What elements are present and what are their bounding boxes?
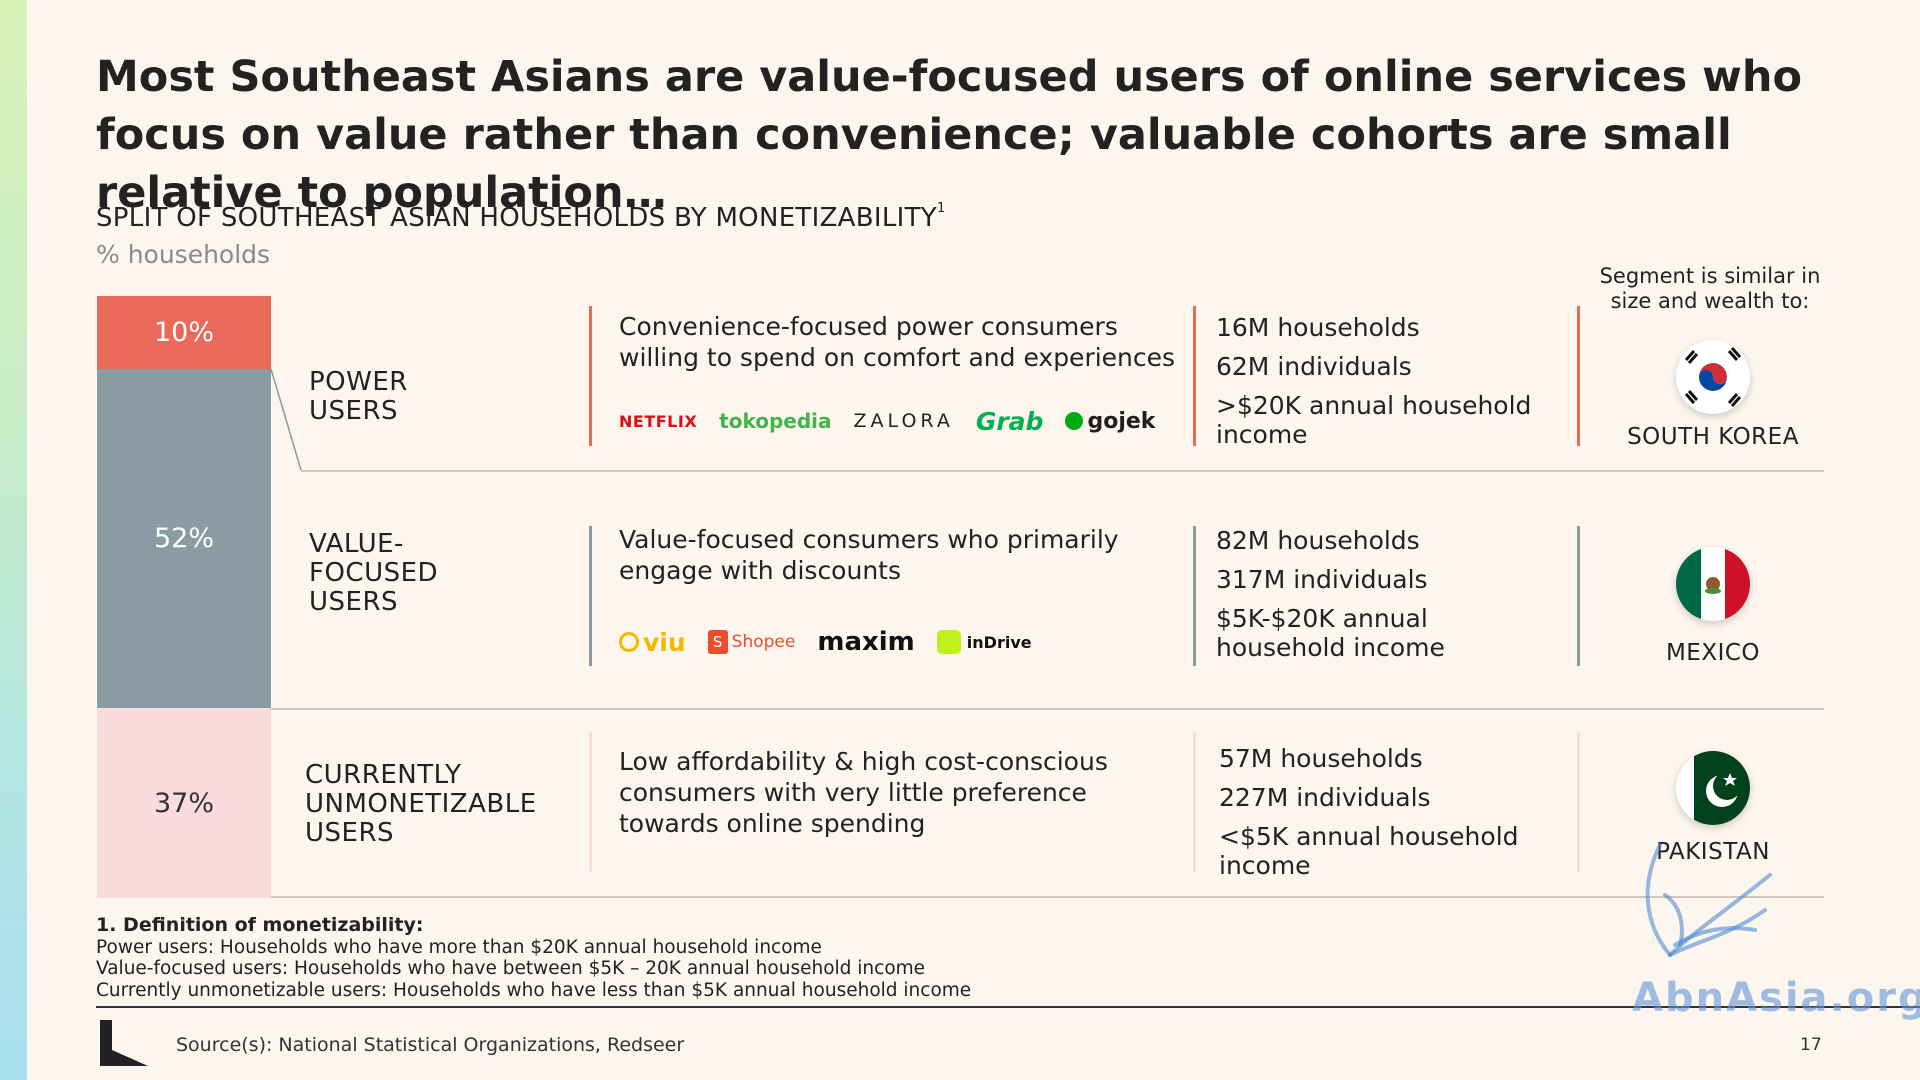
segment-label-power: POWER USERS xyxy=(309,368,408,426)
stat-individuals: 317M individuals xyxy=(1216,565,1428,594)
segment-label-line: VALUE- xyxy=(309,529,404,559)
segment-label-value: VALUE- FOCUSED USERS xyxy=(309,530,438,617)
divider-value-2 xyxy=(1193,526,1196,666)
similar-country-header: Segment is similar in size and wealth to… xyxy=(1599,264,1821,313)
netflix-logo: NETFLIX xyxy=(619,411,698,431)
footnote-heading: 1. Definition of monetizability: xyxy=(96,914,424,936)
divider-value-3 xyxy=(1577,526,1580,666)
segment-label-line: POWER xyxy=(309,367,408,397)
bar-label-value: 52% xyxy=(153,523,214,554)
footer-divider xyxy=(96,1006,1920,1008)
segment-label-unmonetizable: CURRENTLY UNMONETIZABLE USERS xyxy=(305,761,537,848)
south-korea-flag-icon xyxy=(1676,340,1750,414)
bar-connector-line xyxy=(270,368,302,471)
stats-value: 82M households 317M individuals $5K-$20K… xyxy=(1216,526,1536,672)
bar-segment-power: 10% xyxy=(97,296,271,369)
tokopedia-logo: tokopedia xyxy=(719,409,832,433)
logos-power: NETFLIX tokopedia ZALORA Grab gojek xyxy=(619,404,1177,438)
description-unmonetizable: Low affordability & high cost-conscious … xyxy=(619,747,1108,838)
viu-logo: viu xyxy=(619,628,686,657)
viu-play-icon xyxy=(619,632,639,652)
source-text: Source(s): National Statistical Organiza… xyxy=(176,1034,685,1056)
stat-households: 82M households xyxy=(1216,526,1420,555)
redseer-logo-icon xyxy=(100,1020,148,1066)
bar-label-power: 10% xyxy=(153,317,214,348)
footnote-line: Currently unmonetizable users: Household… xyxy=(96,979,972,1001)
shopee-logo: S Shopee xyxy=(707,630,796,654)
chart-subtitle: SPLIT OF SOUTHEAST ASIAN HOUSEHOLDS BY M… xyxy=(96,201,946,233)
chart-subtitle-text: SPLIT OF SOUTHEAST ASIAN HOUSEHOLDS BY M… xyxy=(96,203,937,233)
stats-power: 16M households 62M individuals >$20K ann… xyxy=(1216,313,1536,459)
watermark-bird-icon xyxy=(1645,843,1772,957)
gojek-icon xyxy=(1065,412,1084,430)
watermark-text: AbnAsia.org xyxy=(1632,975,1920,1021)
maxim-logo: maxim xyxy=(817,627,915,657)
indrive-icon xyxy=(936,630,961,654)
stat-households: 16M households xyxy=(1216,313,1420,342)
row-divider-3 xyxy=(271,896,1824,898)
description-power: Convenience-focused power consumers will… xyxy=(619,312,1176,372)
viu-logo-text: viu xyxy=(643,627,686,657)
shopee-logo-text: Shopee xyxy=(731,632,796,652)
shopee-bag-icon: S xyxy=(707,630,728,654)
divider-unmon-1 xyxy=(589,732,592,872)
logos-value: viu S Shopee maxim inDrive xyxy=(619,625,1054,659)
stat-income: >$20K annual household income xyxy=(1216,391,1532,449)
stat-individuals: 227M individuals xyxy=(1219,783,1431,812)
bar-segment-unmonetizable: 37% xyxy=(97,708,271,898)
unit-label: % households xyxy=(96,240,271,269)
row-divider-2 xyxy=(271,708,1824,710)
stat-income: $5K-$20K annual household income xyxy=(1216,604,1445,662)
gojek-logo: gojek xyxy=(1065,409,1155,434)
zalora-logo: ZALORA xyxy=(853,410,954,432)
footnote-marker: 1 xyxy=(937,201,946,216)
country-pakistan: PAKISTAN xyxy=(1656,839,1770,865)
country-mexico: MEXICO xyxy=(1665,640,1761,666)
segment-label-line: USERS xyxy=(309,587,399,617)
segment-label-line: FOCUSED xyxy=(309,558,439,588)
page-title: Most Southeast Asians are value-focused … xyxy=(96,52,1803,218)
divider-power-2 xyxy=(1193,306,1196,446)
bar-segment-value: 52% xyxy=(97,369,271,708)
row-divider-1 xyxy=(301,470,1824,472)
gojek-logo-text: gojek xyxy=(1087,408,1156,434)
segment-label-line: CURRENTLY xyxy=(305,760,462,790)
divider-power-1 xyxy=(589,306,592,446)
stats-unmonetizable: 57M households 227M individuals <$5K ann… xyxy=(1219,744,1539,890)
indrive-logo-text: inDrive xyxy=(966,632,1032,652)
country-south-korea: SOUTH KOREA xyxy=(1627,424,1799,450)
footnote-line: Value-focused users: Households who have… xyxy=(96,958,926,979)
segment-label-line: USERS xyxy=(309,396,399,426)
segment-label-line: UNMONETIZABLE xyxy=(305,789,537,819)
indrive-logo: inDrive xyxy=(936,630,1032,654)
stat-income: <$5K annual household income xyxy=(1219,822,1519,880)
footnote-line: Power users: Households who have more th… xyxy=(96,936,822,958)
segment-label-line: USERS xyxy=(305,818,395,848)
description-value: Value-focused consumers who primarily en… xyxy=(619,525,1119,585)
left-gradient-strip xyxy=(0,0,27,1080)
stat-households: 57M households xyxy=(1219,744,1423,773)
divider-power-3 xyxy=(1577,306,1580,446)
footnote: 1. Definition of monetizability: Power u… xyxy=(96,914,972,1001)
divider-unmon-2 xyxy=(1193,732,1196,872)
divider-unmon-3 xyxy=(1577,732,1580,872)
stat-individuals: 62M individuals xyxy=(1216,352,1412,381)
mexico-flag-icon xyxy=(1676,547,1750,621)
page-number: 17 xyxy=(1800,1035,1822,1055)
divider-value-1 xyxy=(589,526,592,666)
grab-logo: Grab xyxy=(975,406,1044,436)
pakistan-flag-icon xyxy=(1676,751,1750,825)
bar-label-unmonetizable: 37% xyxy=(153,787,214,819)
